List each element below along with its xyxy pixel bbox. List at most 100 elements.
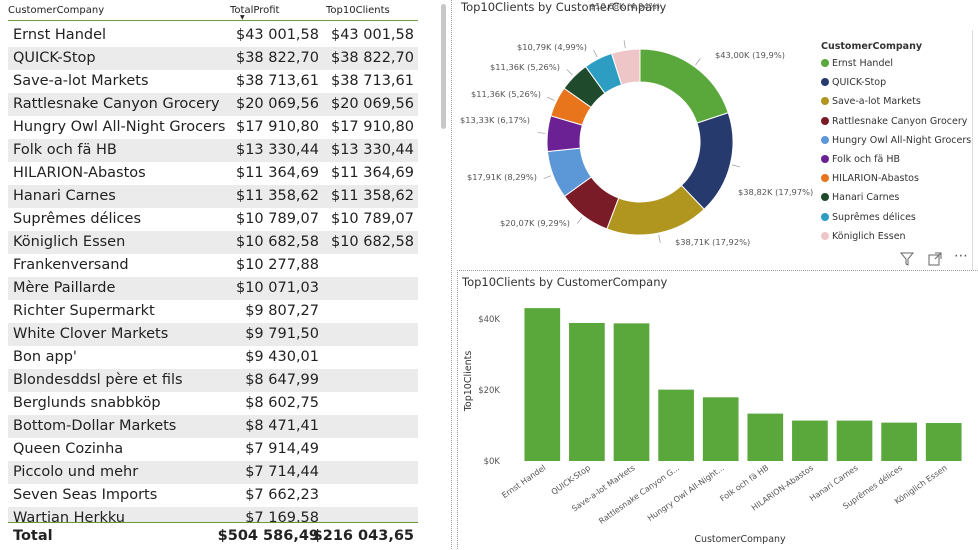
bar[interactable] xyxy=(836,420,873,461)
table-row[interactable]: Wartian Herkku $7 169,58 xyxy=(8,507,418,522)
cell-profit: $10 789,07 xyxy=(235,211,319,227)
filter-icon[interactable] xyxy=(899,252,915,270)
legend-label: Suprêmes délices xyxy=(832,211,916,223)
cell-profit: $8 602,75 xyxy=(245,395,319,411)
bar[interactable] xyxy=(925,423,962,461)
legend-item[interactable]: Königlich Essen xyxy=(821,231,906,243)
sort-desc-icon: ▼ xyxy=(240,14,245,21)
legend-item[interactable]: Folk och fä HB xyxy=(821,154,900,166)
x-tick-label: Hungry Owl All-Night... xyxy=(646,463,726,523)
legend-item[interactable]: Hanari Carnes xyxy=(821,192,899,204)
legend-dot-icon xyxy=(821,193,829,202)
cell-top: $20 069,56 xyxy=(330,96,414,112)
legend-dot-icon xyxy=(821,78,829,87)
bar[interactable] xyxy=(881,422,917,461)
cell-top: $13 330,44 xyxy=(330,142,414,158)
table-row[interactable]: HILARION-Abastos $11 364,69 $11 364,69 xyxy=(8,162,418,185)
table-row[interactable]: Hanari Carnes $11 358,62 $11 358,62 xyxy=(8,185,418,208)
cell-profit: $20 069,56 xyxy=(235,96,319,112)
table-row[interactable]: Save-a-lot Markets $38 713,61 $38 713,61 xyxy=(8,70,418,93)
cell-top: $11 364,69 xyxy=(330,165,414,181)
more-options-icon[interactable]: ⋯ xyxy=(954,248,969,264)
x-tick-label: Rattlesnake Canyon G... xyxy=(597,463,681,526)
header-customer-company[interactable]: CustomerCompany xyxy=(8,5,105,16)
table-row[interactable]: Queen Cozinha $7 914,49 xyxy=(8,438,418,461)
legend-label: HILARION-Abastos xyxy=(832,173,919,185)
table-row[interactable]: Seven Seas Imports $7 662,23 xyxy=(8,484,418,507)
table-row[interactable]: Rattlesnake Canyon Grocery $20 069,56 $20 … xyxy=(8,93,418,116)
cell-profit: $9 791,50 xyxy=(245,326,319,342)
table-row[interactable]: Blondesddsl père et fils $8 647,99 xyxy=(8,369,418,392)
donut-leader-line xyxy=(593,49,598,58)
donut-data-label: $10,79K (4,99%) xyxy=(517,42,587,52)
legend-item[interactable]: HILARION-Abastos xyxy=(821,173,919,185)
legend-dot-icon xyxy=(821,97,829,106)
donut-leader-line xyxy=(547,96,555,101)
table-row[interactable]: Bottom-Dollar Markets $8 471,41 xyxy=(8,415,418,438)
table-row[interactable]: Berglunds snabbköp $8 602,75 xyxy=(8,392,418,415)
cell-profit: $9 807,27 xyxy=(245,303,319,319)
bar[interactable] xyxy=(524,308,561,461)
legend-item[interactable]: Save-a-lot Markets xyxy=(821,96,921,108)
cell-name: HILARION-Abastos xyxy=(13,165,146,181)
cell-name: Mère Paillarde xyxy=(13,280,116,296)
legend-item[interactable]: Rattlesnake Canyon Grocery xyxy=(821,116,967,128)
table-row[interactable]: Bon app' $9 430,01 xyxy=(8,346,418,369)
cell-name: Piccolo und mehr xyxy=(13,464,139,480)
table-header: CustomerCompany TotalProfit Top10Clients… xyxy=(8,0,418,21)
cell-name: Folk och fä HB xyxy=(13,142,117,158)
legend-label: Hanari Carnes xyxy=(832,192,900,204)
cell-profit: $10 071,03 xyxy=(235,280,319,296)
table-row[interactable]: Piccolo und mehr $7 714,44 xyxy=(8,461,418,484)
bar[interactable] xyxy=(702,397,739,461)
cell-name: Wartian Herkku xyxy=(13,510,125,522)
table-row[interactable]: Suprêmes délices $10 789,07 $10 789,07 xyxy=(8,208,418,231)
cell-name: Seven Seas Imports xyxy=(13,487,158,503)
cell-name: Blondesddsl père et fils xyxy=(13,372,183,388)
donut-data-label: $43,00K (19,9%) xyxy=(715,50,785,60)
table-total-row: Total $504 586,49 $216 043,65 xyxy=(8,522,418,550)
cell-name: Hanari Carnes xyxy=(13,188,116,204)
legend-item[interactable]: Hungry Owl All-Night Grocers xyxy=(821,135,971,147)
table-row[interactable]: Frankenversand $10 277,88 xyxy=(8,254,418,277)
cell-top: $17 910,80 xyxy=(330,119,414,135)
table-row[interactable]: QUICK-Stop $38 822,70 $38 822,70 xyxy=(8,47,418,70)
table-row[interactable]: White Clover Markets $9 791,50 xyxy=(8,323,418,346)
table-row[interactable]: Königlich Essen $10 682,58 $10 682,58 xyxy=(8,231,418,254)
donut-leader-line xyxy=(566,69,573,76)
header-total-profit[interactable]: TotalProfit xyxy=(230,5,280,16)
legend-item[interactable]: QUICK-Stop xyxy=(821,77,886,89)
header-top10-clients[interactable]: Top10Clients xyxy=(326,5,390,16)
table-row[interactable]: Richter Supermarkt $9 807,27 xyxy=(8,300,418,323)
bar[interactable] xyxy=(747,413,784,461)
donut-slice[interactable] xyxy=(610,48,641,86)
y-tick-label: $40K xyxy=(478,315,500,325)
bar[interactable] xyxy=(613,323,650,461)
legend-label: Hungry Owl All-Night Grocers xyxy=(832,134,972,146)
cell-name: Ernst Handel xyxy=(13,27,107,43)
legend-title: CustomerCompany xyxy=(821,41,923,52)
legend-label: Königlich Essen xyxy=(832,230,906,242)
focus-mode-icon[interactable] xyxy=(928,252,942,270)
donut-leader-line xyxy=(732,164,741,168)
donut-data-label: $10,68K (4,94%) xyxy=(590,1,660,11)
bar[interactable] xyxy=(658,389,694,461)
donut-data-label: $17,91K (8,29%) xyxy=(467,172,537,182)
bar[interactable] xyxy=(792,420,828,461)
page-scroll-edge xyxy=(972,30,978,270)
legend-label: Save-a-lot Markets xyxy=(832,96,921,108)
table-row[interactable]: Ernst Handel $43 001,58 $43 001,58 xyxy=(8,24,418,47)
donut-data-label: $38,71K (17,92%) xyxy=(675,237,750,247)
table-row[interactable]: Mère Paillarde $10 071,03 xyxy=(8,277,418,300)
table-scrollbar[interactable] xyxy=(441,4,446,129)
table-row[interactable]: Hungry Owl All-Night Grocers $17 910,80 $1… xyxy=(8,116,418,139)
y-axis-label: Top10Clients xyxy=(463,351,474,413)
table-row[interactable]: Folk och fä HB $13 330,44 $13 330,44 xyxy=(8,139,418,162)
donut-slice[interactable] xyxy=(639,48,729,124)
legend-item[interactable]: Suprêmes délices xyxy=(821,212,916,224)
bar-chart: Top10Clients $0K $20K $40K Ernst Handel QUICK… xyxy=(463,308,962,545)
legend-item[interactable]: Ernst Handel xyxy=(821,58,893,70)
legend-dot-icon xyxy=(821,231,829,240)
bar[interactable] xyxy=(569,322,605,461)
cell-name: Bottom-Dollar Markets xyxy=(13,418,177,434)
